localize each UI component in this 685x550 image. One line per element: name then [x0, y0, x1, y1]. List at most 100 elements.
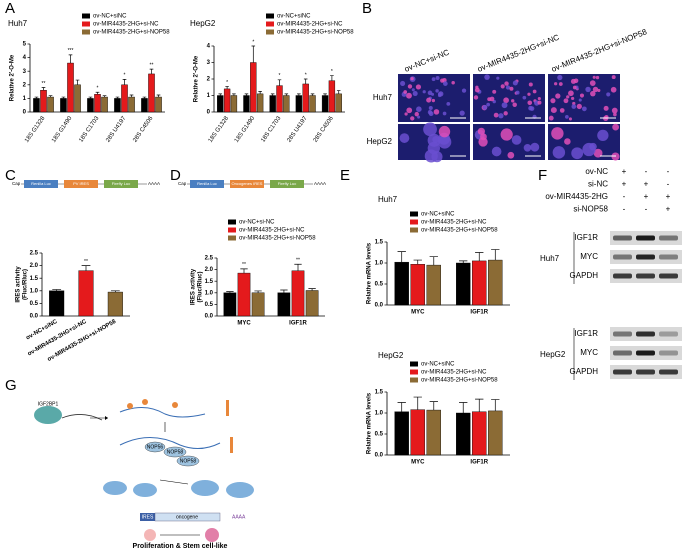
error-bar	[240, 268, 248, 274]
x-tick-label: 18S G1328	[24, 115, 47, 144]
y-tick-label: 1	[23, 96, 27, 102]
cell	[431, 98, 436, 103]
band	[659, 350, 678, 356]
x-tick-label: 18S C1703	[260, 115, 283, 144]
cell	[552, 146, 566, 159]
ribosome	[133, 483, 157, 497]
inhibitor	[230, 437, 233, 453]
cell	[474, 87, 480, 93]
significance: *	[331, 69, 333, 75]
cell	[511, 135, 522, 145]
nop-protein	[163, 446, 187, 458]
bar	[426, 264, 441, 306]
bar	[472, 260, 487, 306]
sign: -	[623, 205, 626, 214]
error-bar	[308, 288, 316, 291]
cell	[585, 86, 591, 93]
cell	[511, 99, 515, 103]
x-tick-label: 28S U4197	[105, 115, 128, 144]
error-bar	[232, 93, 236, 96]
mrna	[119, 407, 206, 418]
bar	[456, 262, 471, 306]
y-tick-label: 3	[207, 60, 211, 66]
cell	[593, 148, 603, 158]
cell	[427, 133, 441, 147]
cell	[571, 96, 575, 101]
error-bar	[142, 96, 147, 99]
cell	[473, 95, 479, 100]
cell	[529, 106, 535, 111]
bar	[33, 98, 40, 113]
sign: -	[623, 192, 626, 201]
construct-label: Renilla Luc	[31, 181, 51, 186]
bar	[394, 411, 409, 456]
cell	[442, 111, 447, 116]
significance: *	[226, 80, 228, 86]
cell	[507, 151, 515, 159]
construct-box	[104, 180, 138, 188]
panel-label: G	[5, 377, 17, 394]
legend-swatch	[82, 29, 90, 35]
band	[659, 369, 678, 375]
bar	[60, 98, 67, 113]
cell	[523, 143, 532, 152]
legend-swatch	[228, 235, 236, 241]
bar	[488, 259, 503, 306]
western-blot: ov-NC + - - si-NC + + - ov-MIR4435-2HG - + + si-NOP5…	[540, 167, 682, 380]
cell	[515, 90, 520, 95]
cell	[411, 88, 415, 92]
y-tick-label: 2	[23, 82, 27, 88]
significance: **	[84, 259, 88, 265]
bar	[114, 98, 121, 113]
significance: *	[252, 39, 254, 45]
y-tick-label: 0	[23, 110, 27, 116]
error-bar	[491, 249, 500, 261]
error-bar	[323, 93, 327, 96]
y-tick-label: 0.0	[30, 314, 39, 320]
error-bar	[397, 251, 406, 263]
cell	[581, 106, 587, 112]
error-bar	[336, 90, 341, 94]
cells	[144, 529, 156, 541]
error-bar	[330, 75, 334, 81]
bar	[121, 84, 128, 113]
significance: *	[279, 73, 281, 79]
error-bar	[294, 263, 302, 271]
band-label: IGF1R	[574, 233, 598, 242]
error-bar	[491, 399, 500, 411]
bar	[269, 95, 276, 113]
error-bar	[284, 93, 289, 96]
construct-label: AAAA	[314, 181, 326, 186]
cell	[427, 90, 433, 96]
band-label: MYC	[580, 252, 598, 261]
y-tick-label: 5	[23, 42, 27, 48]
cell	[592, 86, 599, 93]
x-tick-label: 28S C4506	[132, 115, 155, 144]
error-bar	[110, 290, 120, 293]
legend-label: ov-NC+siNC	[421, 212, 455, 218]
bar	[243, 95, 250, 113]
cell	[568, 90, 574, 97]
significance: *	[97, 86, 99, 92]
cell	[414, 111, 419, 117]
cell	[446, 101, 451, 106]
error-bar	[52, 289, 62, 291]
legend-label: ov-MIR4435-2HG+si-NOP58	[93, 30, 170, 36]
y-tick-label: 1.5	[375, 240, 384, 246]
x-tick-label: MYC	[411, 460, 425, 466]
y-tick-label: 0.0	[375, 303, 384, 309]
cell	[527, 92, 531, 96]
error-bar	[270, 93, 275, 96]
column-label: ov-MIR4435-2HG+si-NC	[476, 33, 561, 74]
mrna	[119, 437, 221, 449]
cell	[551, 127, 564, 140]
construct-label: PV IRES	[73, 181, 89, 186]
error-bar	[280, 289, 288, 293]
error-bar	[81, 265, 91, 271]
y-axis-label: (Fluc/Rluc)	[23, 269, 29, 300]
sign: -	[645, 205, 648, 214]
bar	[394, 261, 409, 306]
cell	[400, 80, 406, 87]
error-bar	[61, 96, 66, 99]
cell	[428, 106, 433, 111]
